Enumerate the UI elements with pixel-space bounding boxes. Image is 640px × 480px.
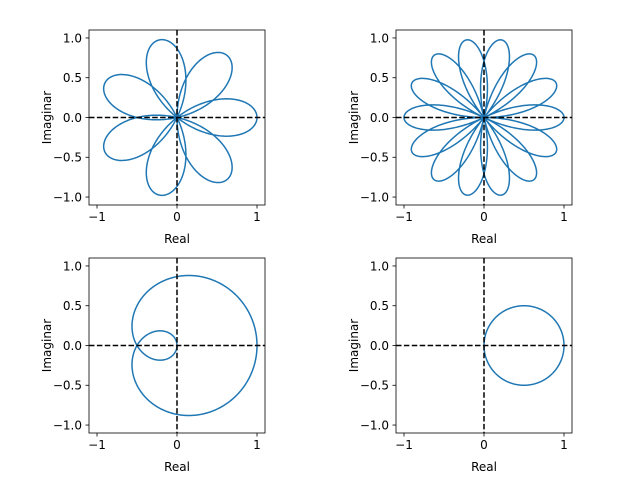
y-tick-label: 1.0 [63,31,82,45]
y-tick-label: 1.0 [63,259,82,273]
y-axis-label: Imaginar [347,319,361,372]
y-axis-label: Imaginar [40,91,54,144]
y-tick-label: 0.0 [63,339,82,353]
x-tick-label: 0 [480,438,488,452]
subplot-top-left: −1 0 1 −1.0 −0.5 0.0 0.5 1.0 Real Imaginar [40,29,266,246]
subplot-bottom-left: −1 0 1 −1.0 −0.5 0.0 0.5 1.0 Real Imaginar [40,257,266,474]
subplot-bottom-right: −1 0 1 −1.0 −0.5 0.0 0.5 1.0 Real Imaginar [347,257,573,474]
y-tick-label: −1.0 [360,418,389,432]
y-tick-label: 0.5 [63,299,82,313]
y-tick-label: 0.5 [370,71,389,85]
y-tick-label: 0.5 [63,71,82,85]
x-tick-label: 0 [480,210,488,224]
x-tick-label: −1 [395,438,413,452]
x-tick-label: 0 [173,438,181,452]
y-tick-label: 0.0 [370,111,389,125]
x-tick-label: −1 [88,438,106,452]
y-tick-label: −1.0 [53,190,82,204]
x-tick-label: 1 [560,210,568,224]
x-axis-label: Real [164,460,190,474]
x-tick-label: 1 [253,438,261,452]
y-axis-label: Imaginar [40,319,54,372]
y-tick-label: 1.0 [370,31,389,45]
x-axis-label: Real [471,232,497,246]
x-axis-label: Real [471,460,497,474]
x-axis-label: Real [164,232,190,246]
y-tick-label: 1.0 [370,259,389,273]
y-tick-label: −0.5 [53,379,82,393]
y-tick-label: −1.0 [360,190,389,204]
y-tick-label: 0.0 [63,111,82,125]
y-axis-label: Imaginar [347,91,361,144]
y-tick-label: −1.0 [53,418,82,432]
y-tick-label: −0.5 [360,379,389,393]
y-tick-label: −0.5 [53,151,82,165]
y-tick-label: 0.5 [370,299,389,313]
y-tick-label: −0.5 [360,151,389,165]
subplot-top-right: −1 0 1 −1.0 −0.5 0.0 0.5 1.0 Real Imaginar [347,29,573,246]
y-tick-label: 0.0 [370,339,389,353]
x-tick-label: 0 [173,210,181,224]
x-tick-label: −1 [395,210,413,224]
x-tick-label: −1 [88,210,106,224]
x-tick-label: 1 [560,438,568,452]
x-tick-label: 1 [253,210,261,224]
